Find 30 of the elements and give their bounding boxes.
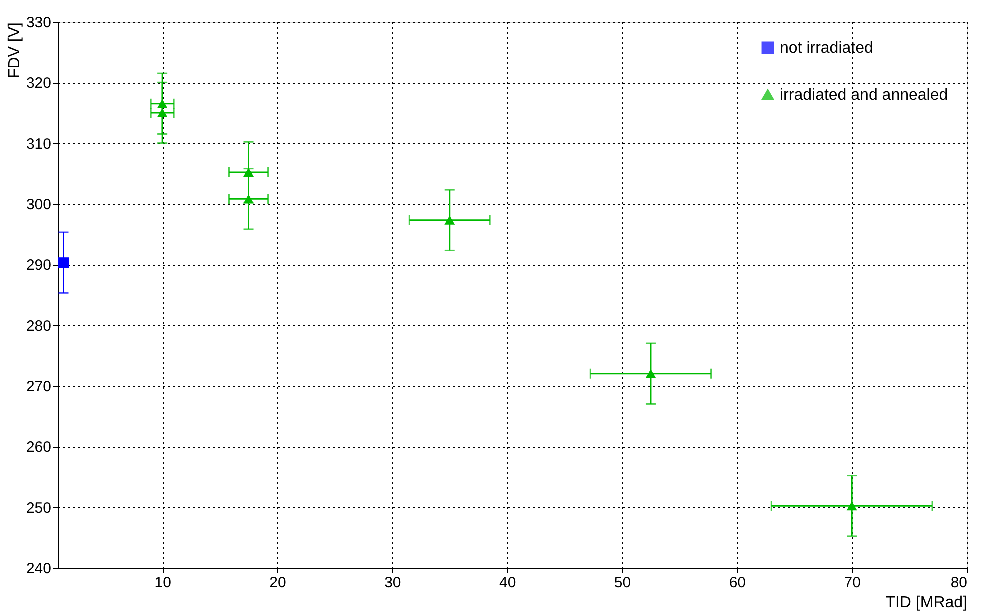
x-tick-label: 20	[270, 574, 286, 592]
point	[244, 194, 254, 204]
y-tick-label: 290	[26, 257, 52, 274]
y-tick-label: 270	[26, 378, 52, 396]
y-tick-label: 250	[26, 500, 52, 517]
legend-label: irradiated and annealed	[780, 87, 948, 104]
x-tick-label: 70	[844, 574, 861, 592]
x-tick-label: 60	[729, 574, 746, 592]
point	[58, 258, 69, 268]
y-tick-label: 320	[26, 75, 52, 92]
y-tick-label: 330	[26, 14, 52, 32]
y-tick-label: 300	[26, 196, 52, 214]
y-tick-label: 280	[26, 318, 52, 335]
x-tick-label: 30	[384, 574, 402, 592]
x-tick-label: 10	[154, 574, 172, 592]
y-axis-title: FDV [V]	[6, 22, 24, 79]
x-tick-label: 50	[614, 574, 632, 592]
y-tick-label: 260	[26, 439, 52, 456]
point	[157, 108, 168, 118]
point	[444, 216, 456, 225]
point	[244, 168, 254, 177]
y-tick-label: 240	[26, 560, 52, 578]
point	[646, 369, 656, 378]
legend-label: not irradiated	[780, 40, 874, 57]
x-axis-title: TID [MRad]	[886, 594, 968, 612]
point	[846, 502, 858, 511]
x-tick-label: 80	[950, 574, 968, 592]
point	[157, 99, 168, 108]
x-tick-label: 40	[499, 574, 516, 592]
y-tick-label: 310	[26, 136, 52, 153]
